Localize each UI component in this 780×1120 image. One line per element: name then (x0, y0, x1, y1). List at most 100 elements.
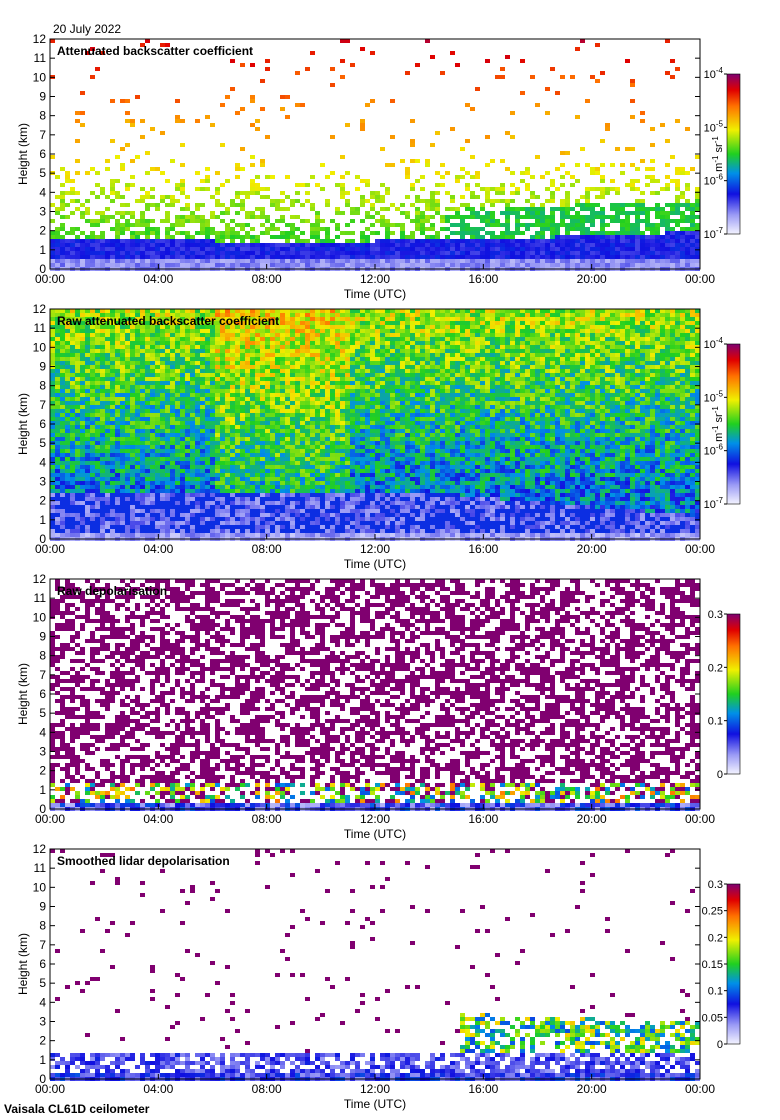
heatmap-cell (90, 509, 95, 513)
heatmap-cell (500, 251, 505, 255)
heatmap-cell (680, 195, 685, 199)
heatmap-cell (135, 155, 140, 159)
heatmap-cell (115, 493, 120, 497)
heatmap-cell (220, 489, 225, 493)
heatmap-cell (195, 441, 200, 445)
heatmap-cell (225, 243, 230, 247)
heatmap-cell (175, 497, 180, 501)
heatmap-cell (260, 469, 265, 473)
heatmap-cell (80, 401, 85, 405)
heatmap-cell (255, 215, 260, 219)
heatmap-cell (215, 239, 220, 243)
x-tick-label: 00:00 (35, 272, 65, 286)
heatmap-cell (210, 461, 215, 465)
heatmap-cell (140, 341, 145, 345)
heatmap-cell (75, 509, 80, 513)
heatmap-cell (155, 235, 160, 239)
heatmap-cell (70, 179, 75, 183)
heatmap-cell (605, 243, 610, 247)
heatmap-cell (155, 401, 160, 405)
heatmap-cell (540, 203, 545, 207)
heatmap-cell (140, 525, 145, 529)
heatmap-cell (85, 341, 90, 345)
heatmap-cell (130, 231, 135, 235)
heatmap-cell (60, 341, 65, 345)
heatmap-cell (610, 263, 615, 267)
heatmap-cell (280, 309, 285, 313)
heatmap-cell (405, 195, 410, 199)
heatmap-cell (150, 401, 155, 405)
heatmap-cell (495, 239, 500, 243)
heatmap-cell (90, 397, 95, 401)
heatmap-cell (205, 481, 210, 485)
heatmap-cell (200, 187, 205, 191)
heatmap-cell (100, 433, 105, 437)
heatmap-cell (240, 445, 245, 449)
heatmap-cell (615, 235, 620, 239)
heatmap-cell (340, 211, 345, 215)
heatmap-cell (80, 203, 85, 207)
heatmap-cell (215, 509, 220, 513)
heatmap-cell (295, 199, 300, 203)
heatmap-cell (255, 401, 260, 405)
heatmap-cell (650, 231, 655, 235)
heatmap-cell (575, 255, 580, 259)
heatmap-cell (225, 469, 230, 473)
heatmap-cell (150, 429, 155, 433)
heatmap-cell (680, 247, 685, 251)
heatmap-cell (235, 469, 240, 473)
heatmap-cell (585, 99, 590, 103)
heatmap-cell (60, 309, 65, 313)
heatmap-cell (525, 227, 530, 231)
heatmap-cell (75, 207, 80, 211)
heatmap-cell (180, 409, 185, 413)
heatmap-cell (585, 187, 590, 191)
heatmap-cell (55, 227, 60, 231)
heatmap-cell (210, 227, 215, 231)
heatmap-cell (235, 477, 240, 481)
heatmap-cell (95, 513, 100, 517)
heatmap-cell (560, 263, 565, 267)
heatmap-cell (245, 385, 250, 389)
heatmap-cell (145, 477, 150, 481)
heatmap-cell (145, 389, 150, 393)
heatmap-cell (75, 227, 80, 231)
heatmap-cell (180, 255, 185, 259)
heatmap-cell (575, 259, 580, 263)
heatmap-cell (120, 215, 125, 219)
heatmap-cell (245, 433, 250, 437)
heatmap-cell (220, 251, 225, 255)
heatmap-cell (240, 243, 245, 247)
heatmap-cell (90, 525, 95, 529)
heatmap-cell (200, 501, 205, 505)
heatmap-cell (560, 151, 565, 155)
heatmap-cell (370, 255, 375, 259)
heatmap-cell (200, 441, 205, 445)
heatmap-cell (625, 183, 630, 187)
heatmap-cell (50, 235, 55, 239)
heatmap-cell (465, 215, 470, 219)
heatmap-cell (240, 357, 245, 361)
heatmap-cell (345, 251, 350, 255)
heatmap-cell (280, 337, 285, 341)
heatmap-cell (110, 365, 115, 369)
heatmap-cell (225, 525, 230, 529)
heatmap-cell (65, 445, 70, 449)
heatmap-cell (190, 409, 195, 413)
heatmap-cell (265, 421, 270, 425)
heatmap-cell (175, 513, 180, 517)
heatmap-cell (55, 397, 60, 401)
heatmap-cell (265, 493, 270, 497)
heatmap-cell (220, 449, 225, 453)
heatmap-cell (555, 243, 560, 247)
heatmap-cell (415, 211, 420, 215)
heatmap-cell (105, 329, 110, 333)
heatmap-cell (50, 521, 55, 525)
heatmap-cell (500, 199, 505, 203)
heatmap-cell (185, 263, 190, 267)
heatmap-cell (190, 365, 195, 369)
heatmap-cell (100, 247, 105, 251)
heatmap-cell (260, 521, 265, 525)
heatmap-cell (95, 441, 100, 445)
heatmap-cell (370, 207, 375, 211)
